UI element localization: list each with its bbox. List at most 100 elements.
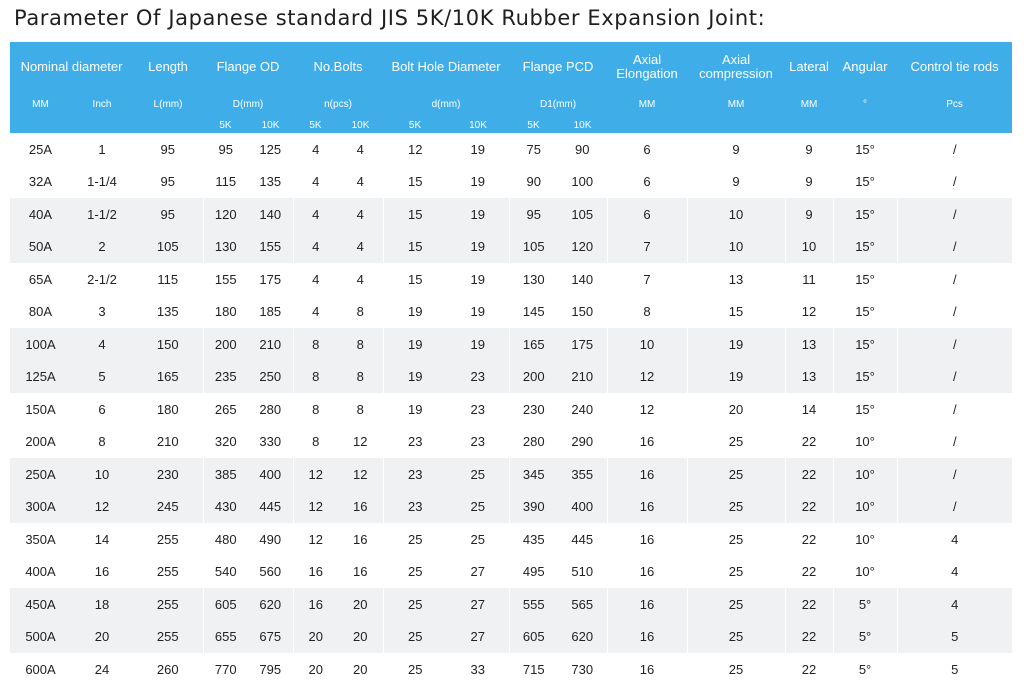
table-cell: 8	[606, 295, 688, 328]
table-cell: 200	[202, 328, 248, 361]
table-cell: 8	[292, 360, 338, 393]
table-cell: 16	[292, 588, 338, 621]
table-cell: 255	[133, 620, 203, 653]
table-cell: 16	[606, 490, 688, 523]
unit-elongation: MM	[607, 91, 688, 117]
table-cell: 27	[447, 620, 510, 653]
table-cell: 510	[571, 564, 594, 580]
table-cell: 12	[353, 434, 368, 450]
table-cell: 130	[508, 263, 559, 296]
table-cell: 95	[133, 198, 203, 231]
table-row: 40A 1-1/2 95 120 140 4 4 15 19 95 105 6 10 9 15° /	[10, 198, 1013, 231]
table-cell: 19	[470, 141, 485, 157]
table-cell: 4	[71, 328, 133, 361]
table-cell: 345	[508, 458, 559, 491]
table-cell: 95	[202, 133, 248, 166]
table-cell: 16	[606, 523, 688, 556]
table-cell: 25	[470, 531, 485, 547]
table-cell: 500A	[10, 620, 71, 653]
page-title: Parameter Of Japanese standard JIS 5K/10…	[14, 6, 766, 30]
table-cell: 330	[259, 434, 282, 450]
table-cell: 25	[382, 653, 448, 686]
table-cell: 6	[606, 165, 688, 198]
table-cell: 100	[571, 174, 594, 190]
table-cell: 245	[133, 490, 203, 523]
table-cell: 10°	[832, 458, 898, 491]
pcd-5k: 5K	[509, 117, 559, 133]
table-cell: /	[896, 360, 1013, 393]
header-angular: Angular	[833, 42, 898, 91]
table-cell: /	[896, 165, 1013, 198]
table-cell: 4	[338, 198, 384, 231]
table-cell: 4	[338, 230, 384, 263]
table-cell: 495	[508, 555, 559, 588]
table-cell: 620	[248, 588, 293, 621]
header-axial-compression: Axial compression	[687, 42, 786, 91]
unit-compression: MM	[687, 91, 786, 117]
table-cell: 445	[571, 531, 594, 547]
table-cell: 22	[784, 425, 834, 458]
table-cell: 50A	[10, 230, 71, 263]
table-cell: 23	[470, 434, 485, 450]
table-cell: /	[896, 490, 1013, 523]
table-cell: 16	[606, 588, 688, 621]
table-cell: 150A	[25, 401, 56, 417]
table-cell: 14	[784, 393, 834, 426]
table-cell: 9	[784, 198, 834, 231]
table-cell: 140	[248, 198, 293, 231]
table-cell: 290	[571, 434, 594, 450]
table-cell: 16	[292, 555, 338, 588]
table-row: 500A 20 255 655 675 20 20 25 27 605 620 16 25 22 5° 5	[10, 620, 1013, 653]
table-cell: 4	[356, 271, 364, 287]
table-cell: 24	[94, 661, 110, 677]
table-cell: 135	[259, 174, 282, 190]
table-cell: 40A	[10, 198, 71, 231]
table-cell: 115	[157, 271, 179, 287]
table-cell: 19	[470, 174, 485, 190]
table-cell: 25	[686, 620, 786, 653]
table-cell: 8	[356, 304, 364, 320]
unit-tie-rods: Pcs	[897, 91, 1013, 117]
table-cell: 3	[98, 304, 106, 320]
table-cell: 100A	[10, 328, 71, 361]
table-cell: 15°	[832, 133, 898, 166]
table-cell: 795	[259, 661, 282, 677]
table-cell: 10	[606, 328, 688, 361]
table-cell: 150	[133, 328, 203, 361]
table-cell: 10	[686, 198, 786, 231]
table-cell: 390	[508, 490, 559, 523]
table-cell: 12	[292, 458, 338, 491]
table-cell: 20	[353, 661, 368, 677]
table-cell: 9	[784, 165, 834, 198]
table-cell: 27	[447, 588, 510, 621]
table-cell: 5	[896, 653, 1013, 686]
header-length: Length	[133, 42, 203, 91]
table-cell: 15°	[832, 165, 898, 198]
table-cell: 25	[686, 490, 786, 523]
table-cell: 1	[98, 141, 106, 157]
table-cell: 430	[202, 490, 248, 523]
table-cell: 675	[248, 620, 293, 653]
table-cell: 25	[382, 555, 448, 588]
table-cell: 620	[558, 620, 608, 653]
table-cell: 65A	[28, 271, 53, 287]
table-cell: 14	[94, 531, 110, 547]
table-cell: 400	[248, 458, 293, 491]
table-cell: 25	[686, 653, 786, 686]
table-cell: /	[896, 198, 1013, 231]
table-cell: 300A	[10, 490, 71, 523]
table-cell: 25	[686, 458, 786, 491]
table-row: 25A 1 95 95 125 4 4 12 19 75 90 6 9 9 15° /	[10, 133, 1013, 166]
table-cell: 10	[784, 230, 834, 263]
table-cell: 15°	[832, 295, 898, 328]
table-row: 200A 8 210 320 330 8 12 23 23 280 290 16 25 22 10° /	[10, 425, 1013, 458]
table-cell: 15°	[832, 328, 898, 361]
table-cell: 600A	[25, 661, 56, 677]
unit-bolt-hole: d(mm)	[383, 91, 510, 117]
table-cell: 22	[784, 523, 834, 556]
table-cell: 4	[292, 198, 338, 231]
table-cell: 25	[447, 458, 510, 491]
table-cell: 25	[686, 588, 786, 621]
flange-od-10k: 10K	[248, 117, 293, 133]
table-cell: 605	[508, 620, 559, 653]
